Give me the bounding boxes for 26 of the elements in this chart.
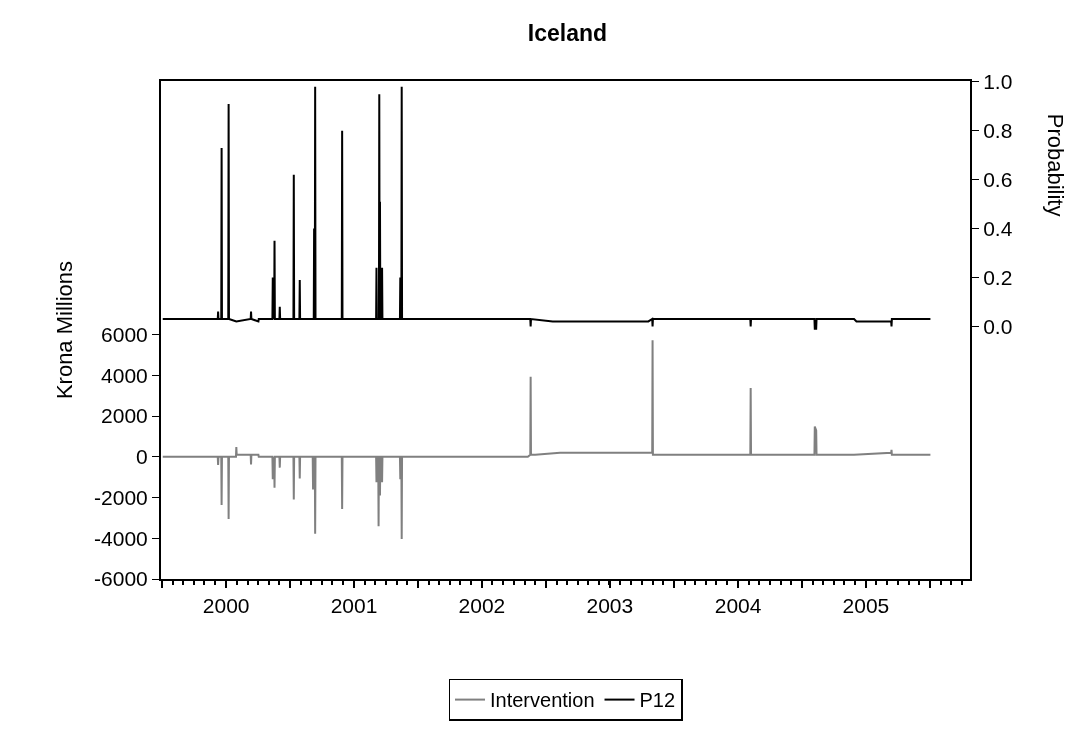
y-tick-label: 4000: [101, 363, 148, 387]
x-tick-label: 2003: [586, 594, 634, 618]
x-tick-label: 2002: [458, 594, 506, 618]
x-tick-label: 2001: [330, 594, 378, 618]
y-tick-label: -6000: [94, 567, 148, 591]
x-tick-label: 2000: [202, 594, 250, 618]
line-series: [161, 85, 932, 330]
y-axis-title: Krona Millions: [52, 260, 78, 400]
y2-tick-label: 0.6: [983, 168, 1013, 192]
y-tick-label: -4000: [94, 526, 148, 550]
y2-axis-title: Probability: [1042, 113, 1068, 217]
legend-label: Intervention: [490, 689, 595, 712]
y-tick-label: 6000: [101, 323, 148, 347]
y2-tick-label: 0.2: [983, 265, 1013, 289]
y-tick-label: 0: [136, 445, 148, 469]
y2-tick-label: 0.8: [983, 119, 1013, 143]
legend-label: P12: [639, 689, 676, 712]
y-tick-label: 2000: [101, 404, 148, 428]
x-tick-label: 2005: [842, 594, 890, 618]
y2-tick-label: 0.4: [983, 216, 1013, 240]
y-tick-label: -2000: [94, 485, 148, 509]
chart-title: Iceland: [527, 20, 608, 47]
y2-tick-label: 1.0: [983, 70, 1013, 94]
x-tick-label: 2004: [714, 594, 762, 618]
line-series: [161, 339, 932, 541]
y2-tick-label: 0.0: [983, 314, 1013, 338]
